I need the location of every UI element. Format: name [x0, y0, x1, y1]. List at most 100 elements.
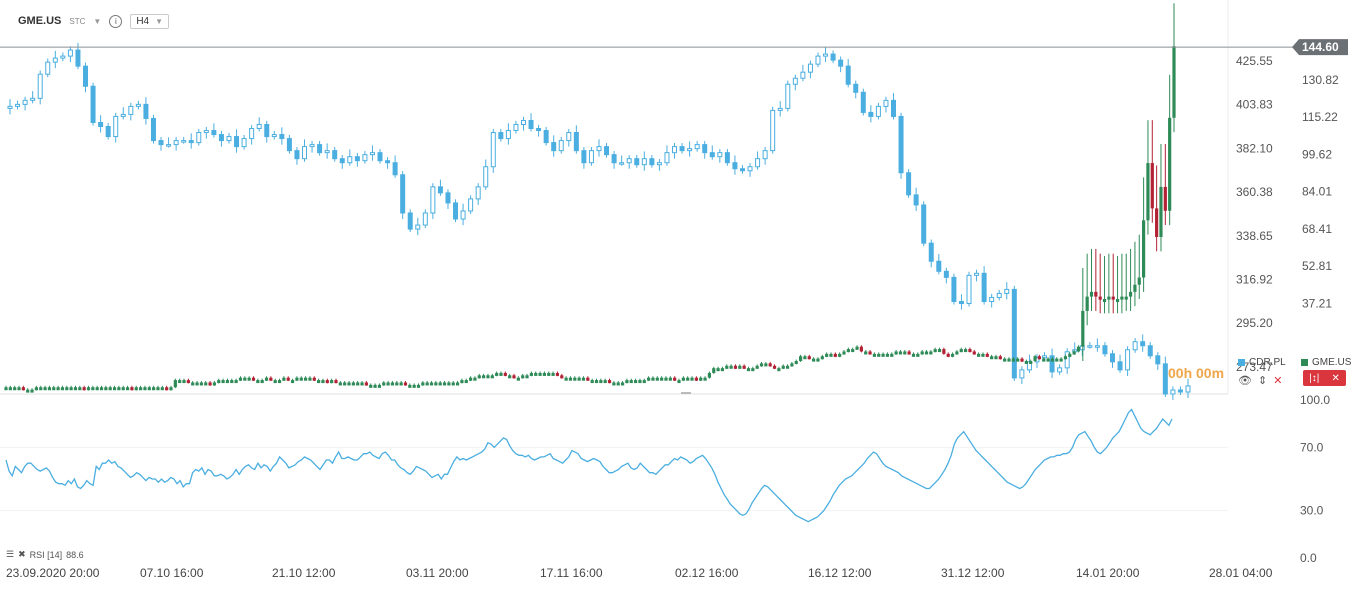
gme-candle: [1120, 296, 1124, 300]
cdr-candle: [664, 152, 670, 164]
cdr-candle: [67, 49, 73, 57]
cdr-axis-tick: 295.20: [1236, 316, 1273, 330]
cdr-candle: [626, 158, 632, 164]
gme-candle: [764, 363, 768, 367]
cdr-candle: [150, 117, 156, 142]
gme-candle: [963, 349, 968, 353]
list-icon[interactable]: ☰: [6, 549, 15, 559]
gme-candle: [303, 377, 308, 381]
cdr-axis-tick: 316.92: [1236, 273, 1273, 287]
cdr-candle: [437, 186, 443, 194]
cdr-candle: [770, 109, 776, 152]
cdr-candle: [634, 158, 640, 166]
gme-candle: [308, 377, 312, 381]
gme-candle: [933, 349, 937, 353]
gme-candle: [842, 351, 846, 355]
sort-arrows-icon[interactable]: ⇕: [1257, 375, 1268, 387]
close-icon[interactable]: ✕: [1273, 375, 1283, 387]
gme-candle: [946, 353, 950, 357]
gme-candle: [521, 375, 525, 379]
cdr-candle: [173, 140, 179, 146]
gme-candle: [282, 377, 286, 381]
gme-candle: [360, 382, 364, 386]
gme-candle: [864, 351, 868, 355]
gme-candle: [972, 351, 976, 355]
gme-candle: [677, 380, 681, 384]
gme-candle: [738, 365, 742, 369]
cdr-candle: [958, 300, 964, 305]
gme-candle: [699, 377, 703, 381]
gme-candle: [416, 384, 421, 388]
cdr-candle: [762, 150, 768, 160]
gme-candle: [1011, 358, 1015, 362]
cdr-candle: [45, 61, 51, 75]
cdr-candle: [1125, 349, 1131, 371]
gme-candle: [330, 380, 334, 384]
gme-candle: [473, 377, 477, 381]
gme-candle: [56, 387, 60, 391]
gme-candle: [707, 372, 712, 378]
gme-candle: [347, 382, 351, 386]
gme-candle: [877, 353, 881, 357]
gme-candle: [412, 384, 416, 388]
gme-candle: [1159, 186, 1163, 237]
info-icon[interactable]: i: [109, 14, 123, 28]
gme-candle: [812, 358, 816, 362]
legend-gme[interactable]: GME.US: [1301, 357, 1351, 368]
legend-cdr[interactable]: CDR.PL: [1238, 357, 1286, 368]
gme-candle: [247, 377, 251, 381]
gme-candle: [1111, 296, 1115, 300]
gme-candle: [534, 372, 538, 376]
gme-candle: [312, 377, 316, 381]
series-action-button[interactable]: |↕| ✕: [1303, 370, 1346, 386]
cdr-candle: [641, 158, 647, 166]
cdr-candle: [755, 158, 761, 168]
gme-candle: [60, 387, 65, 391]
gme-candle: [1155, 208, 1159, 237]
cdr-candle: [1087, 345, 1093, 348]
gme-candle: [351, 382, 355, 386]
timeframe-select[interactable]: H4 ▼: [130, 13, 170, 29]
cdr-candle: [460, 210, 466, 220]
pane-resize-handle: [681, 392, 691, 394]
gme-candle: [942, 349, 946, 354]
gme-candle: [725, 365, 729, 369]
gme-candle: [91, 387, 95, 391]
cdr-candle: [868, 111, 874, 117]
chevron-down-icon[interactable]: ▼: [93, 16, 102, 26]
cdr-candle: [709, 152, 715, 158]
symbol-label[interactable]: GME.US: [18, 15, 62, 27]
x-axis-label: 17.11 16:00: [540, 566, 603, 580]
rsi-axis-tick: 100.0: [1300, 393, 1330, 407]
gme-candle: [911, 353, 916, 357]
cdr-candle: [611, 154, 617, 164]
close-icon[interactable]: ✕: [1331, 372, 1340, 384]
gme-candle: [833, 353, 837, 357]
cdr-axis-tick: 360.38: [1236, 185, 1273, 199]
timeframe-value: H4: [136, 15, 150, 27]
cdr-candle: [1117, 361, 1123, 371]
cdr-candle: [1064, 351, 1070, 369]
gme-candle: [395, 382, 399, 386]
gme-candle: [78, 387, 82, 391]
gme-candle: [1063, 356, 1068, 360]
gme-candle: [890, 353, 894, 357]
close-icon[interactable]: ✖: [18, 549, 26, 559]
gme-candle: [981, 353, 985, 357]
eye-icon[interactable]: 👁: [1238, 375, 1252, 387]
gme-candle: [434, 382, 438, 386]
gme-candle: [369, 384, 373, 388]
price-badge-label: 144.60: [1302, 40, 1339, 54]
candles-icon: |↕|: [1309, 372, 1320, 384]
cdr-candle: [838, 59, 844, 67]
legend-swatch-gme: [1301, 359, 1308, 366]
cdr-candle: [679, 146, 685, 152]
gme-candle: [651, 377, 655, 381]
gme-candle: [568, 377, 573, 381]
cdr-candle: [241, 138, 247, 148]
gme-candle: [295, 377, 299, 381]
gme-candle: [143, 387, 147, 391]
cdr-candle: [181, 140, 187, 143]
gme-candle: [1146, 163, 1150, 221]
